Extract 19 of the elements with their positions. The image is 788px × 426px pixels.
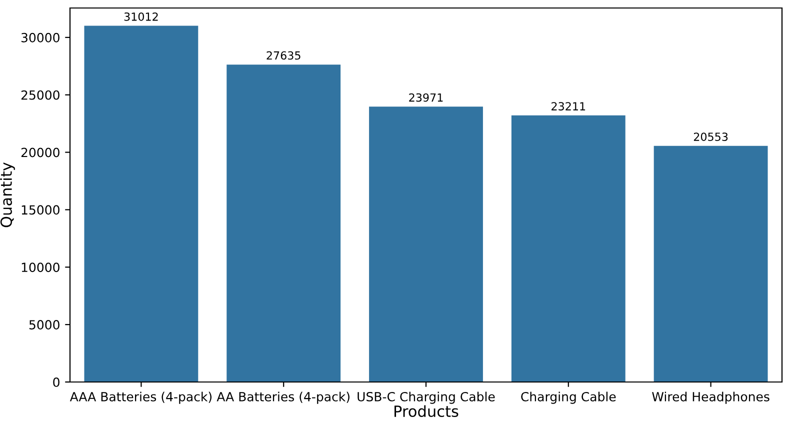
y-tick-label: 10000 [22,262,60,272]
x-tick-label: Wired Headphones [652,392,770,404]
y-tick-label: 25000 [21,90,60,100]
y-tick-label: 15000 [22,205,60,215]
x-tick-label: AA Batteries (4-pack) [216,392,350,404]
data-label: 23211 [552,102,586,110]
y-tick-label: 0 [53,377,60,387]
y-tick-label: 20000 [21,148,60,158]
x-tick-label: AAA Batteries (4-pack) [70,392,212,404]
x-tick-label: Charging Cable [521,392,616,404]
x-axis-title: Products [394,405,458,418]
y-axis-title: Quantity [0,162,15,228]
y-tick-label: 5000 [29,320,60,330]
data-label: 20553 [694,132,728,141]
x-tick-label: USB-C Charging Cable [358,392,495,404]
data-label: 31012 [124,12,158,21]
y-tick-label: 30000 [21,32,60,42]
data-label: 27635 [266,51,300,60]
data-label: 23971 [409,93,443,102]
